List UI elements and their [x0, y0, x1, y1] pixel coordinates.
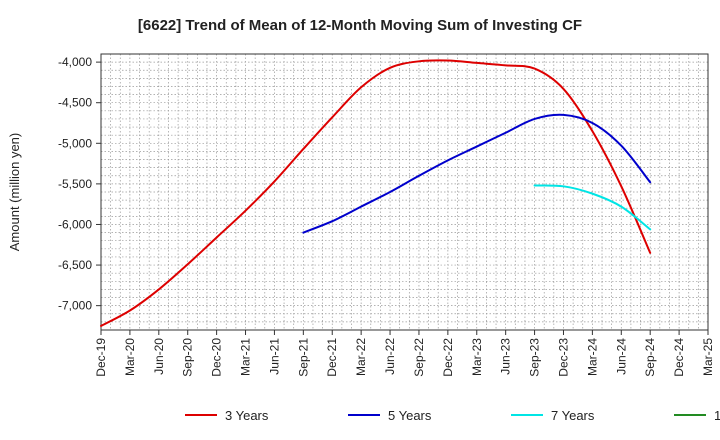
- legend-item-7-years: 7 Years: [511, 408, 595, 423]
- series-line-3-years: [100, 59, 652, 327]
- y-tick-label: -7,000: [58, 299, 92, 313]
- x-tick-label: Mar-21: [239, 338, 253, 376]
- plot-background: [101, 54, 708, 330]
- x-tick-label: Mar-23: [470, 338, 484, 376]
- plot-border: [100, 53, 709, 331]
- series-line-7-years: [533, 184, 652, 231]
- x-tick-label: Mar-25: [701, 338, 715, 376]
- x-tick-label: Sep-24: [643, 338, 657, 377]
- x-tick-label: Mar-24: [585, 338, 599, 376]
- x-tick-label: Sep-21: [296, 338, 310, 377]
- x-tick-label: Sep-22: [412, 338, 426, 377]
- x-tick-label: Jun-22: [383, 338, 397, 375]
- x-tick-label: Sep-23: [528, 338, 542, 377]
- series-line-5-years: [302, 113, 652, 234]
- y-tick-label: -6,000: [58, 217, 92, 231]
- y-axis-label: Amount (million yen): [7, 133, 22, 252]
- x-tick-label: Mar-22: [354, 338, 368, 376]
- legend-item-10-years: 10 Years: [674, 408, 720, 423]
- legend-item-3-years: 3 Years: [185, 408, 269, 423]
- legend: 3 Years 5 Years 7 Years 10 Years: [185, 408, 720, 423]
- legend-label: 3 Years: [225, 408, 269, 423]
- legend-label: 10 Years: [714, 408, 720, 423]
- x-tick-label: Dec-21: [325, 338, 339, 377]
- x-tick-label: Jun-23: [499, 338, 513, 375]
- x-tick-label: Jun-21: [267, 338, 281, 375]
- x-tick-label: Dec-23: [556, 338, 570, 377]
- y-tick-label: -4,500: [58, 96, 92, 110]
- y-tick-label: -5,500: [58, 177, 92, 191]
- x-tick-label: Dec-24: [672, 338, 686, 377]
- x-tick-label: Sep-20: [181, 338, 195, 377]
- y-tick-label: -6,500: [58, 258, 92, 272]
- chart-title: [6622] Trend of Mean of 12-Month Moving …: [138, 17, 582, 34]
- x-tick-label: Dec-19: [94, 338, 108, 377]
- legend-item-5-years: 5 Years: [348, 408, 432, 423]
- y-tick-label: -5,000: [58, 136, 92, 150]
- x-tick-label: Jun-20: [152, 338, 166, 375]
- plot-area: -4,000 -4,500 -5,000 -5,500 -6,000 -6,500 -7,0…: [58, 53, 715, 377]
- y-tick-label: -4,000: [58, 55, 92, 69]
- legend-label: 5 Years: [388, 408, 432, 423]
- x-tick-label: Mar-20: [123, 338, 137, 376]
- x-tick-label: Jun-24: [614, 338, 628, 375]
- x-tick-label: Dec-20: [210, 338, 224, 377]
- x-tick-label: Dec-22: [441, 338, 455, 377]
- legend-label: 7 Years: [551, 408, 595, 423]
